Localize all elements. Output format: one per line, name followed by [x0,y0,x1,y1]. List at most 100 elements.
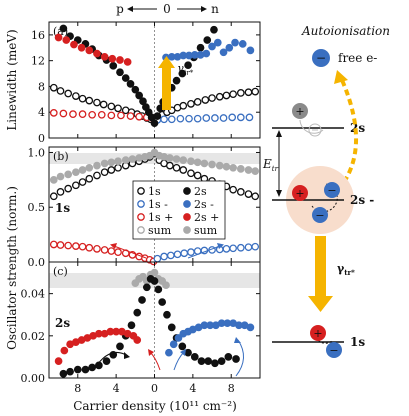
point-0-s2-7 [109,61,118,70]
point-1-s1p-8 [107,247,116,255]
point-2-s2n-15 [246,323,255,332]
panel-2: 0.00 0.02 0.04 8 4 0 4 8 (c) 2s [21,261,261,395]
point-0-s2-13 [139,97,147,106]
legend-marker-4 [137,213,145,221]
point-1-sum-29 [244,166,253,174]
point-0-s1n-2 [167,115,176,124]
ytick-label-1-0: 0.0 [28,256,46,269]
panel-c-curve-arrow-2 [148,349,161,371]
point-2-s2-10 [127,321,136,330]
panel-tag-1: (b) [53,150,69,163]
point-1-s1p-0 [49,240,58,249]
point-2-s2-17 [158,298,167,306]
point-0-s2p-5 [93,49,101,58]
point-0-s1p-0 [49,109,58,117]
point-0-s2p-0 [54,33,63,42]
point-0-s2n-13 [238,40,247,48]
point-0-s1-32 [251,87,260,96]
xtick-label-2: 0 [151,382,158,395]
series-1-sum [49,148,260,184]
point-1-s1-30 [251,192,260,201]
point-1-sum-10 [121,156,130,164]
panel-label-1: 1s [55,201,70,215]
point-1-s1-2 [64,184,73,193]
point-1-sum-7 [100,159,109,168]
ghost-exciton-plus-sign: + [295,105,304,118]
ytick-label-2-2: 0.04 [21,288,46,301]
point-1-sum-3 [72,168,80,177]
point-1-s1n-1 [160,252,168,261]
point-0-s2-24 [178,69,187,78]
point-0-s2n-7 [202,49,211,58]
point-0-s1-30 [236,89,245,97]
ytick-label-0-1: 4 [38,106,45,119]
point-0-s2-27 [196,43,205,52]
point-2-s2n-0 [165,348,173,357]
point-1-s1-21 [187,169,195,178]
point-1-s1-22 [193,171,202,180]
point-1-sum-8 [107,158,116,167]
point-1-s1-9 [114,163,122,172]
point-0-s1n-8 [219,114,228,122]
point-0-s1p-2 [69,110,77,119]
point-0-s2-8 [116,68,124,77]
point-2-s2-25 [204,357,213,365]
point-0-s2-17 [150,119,159,128]
ytick-label-0-4: 16 [31,29,45,42]
point-0-s2p-3 [77,43,86,52]
energy-label: Etr [262,157,279,173]
point-0-s2-9 [121,74,130,82]
point-1-sum-30 [251,167,260,175]
ytick-label-0-2: 8 [38,80,45,93]
point-2-s2-18 [163,310,171,319]
point-2-s2-24 [197,357,206,365]
point-0-s2-28 [203,36,212,44]
level-1s-label: 1s [350,335,365,349]
legend-label-1: 2s [194,185,207,198]
point-1-s1-28 [236,188,245,196]
legend-label-7: sum [194,224,218,237]
point-2-s2-1 [66,367,74,376]
point-1-s1-27 [229,185,237,194]
panel-b-blue-arrow [187,243,224,259]
point-0-s2-25 [184,61,192,70]
point-1-sum-6 [93,161,101,170]
point-2-s2-3 [81,365,90,374]
point-0-s1-9 [114,104,122,113]
point-0-s2n-14 [246,46,255,55]
point-1-sum-5 [85,163,94,172]
point-1-s1-5 [85,174,94,183]
point-1-sum-19 [172,155,181,163]
point-2-s2-29 [232,355,240,363]
legend-label-0: 1s [148,185,161,198]
point-2-s2-28 [224,353,233,361]
ytick-label-0-3: 12 [31,55,45,68]
point-1-s1-3 [72,181,80,190]
point-1-s1p-4 [78,242,87,251]
point-2-s2-26 [211,359,219,368]
point-2-s2-4 [88,363,97,372]
point-1-sum-25 [215,161,224,170]
point-0-s2p-7 [108,54,117,63]
legend-label-5: 2s + [194,211,219,224]
point-2-s2-22 [184,348,192,357]
series-2-s2p [54,327,142,365]
point-0-s1-29 [229,90,237,99]
point-1-s1-8 [107,166,116,174]
point-0-s1-25 [201,96,210,104]
point-1-sum-23 [200,159,209,168]
point-0-s1p-3 [78,110,87,119]
point-0-s1p-6 [107,111,116,120]
exciton-1s-plus-sign: + [313,327,322,340]
legend-marker-7 [183,226,191,234]
point-1-s1p-9 [114,248,122,256]
legend-marker-6 [137,226,145,234]
point-0-s2-0 [59,24,68,33]
free-electron-label: free e- [338,51,377,65]
point-0-s1p-5 [97,110,106,119]
trion-2s-plus-sign: + [295,187,304,200]
point-0-s1-0 [49,83,58,92]
legend-box [132,180,226,240]
exciton-1s-minus-sign: − [329,344,338,357]
